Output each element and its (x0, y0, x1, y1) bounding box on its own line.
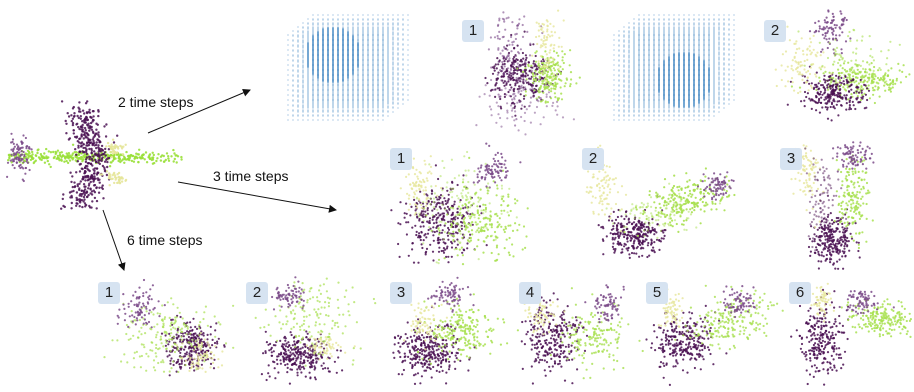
arrow-6-steps (102, 209, 126, 271)
row3-panel-4: 4 (517, 276, 657, 388)
voxel-grid-1 (278, 5, 428, 135)
row3-panel-3: 3 (388, 276, 528, 388)
row3-panel-2: 2 (244, 276, 384, 388)
row1-panel-2: 2 (762, 8, 912, 138)
voxel-grid-2 (604, 5, 754, 135)
row2-panel-2: 2 (578, 140, 753, 268)
label-2-time-steps: 2 time steps (118, 94, 194, 110)
step-badge: 1 (462, 20, 484, 42)
step-badge: 2 (582, 148, 604, 170)
step-badge: 1 (98, 282, 120, 304)
row2-panel-1: 1 (388, 140, 538, 268)
row3-panel-1: 1 (96, 276, 236, 388)
step-badge: 5 (646, 282, 668, 304)
label-3-time-steps: 3 time steps (213, 168, 289, 184)
label-6-time-steps: 6 time steps (127, 232, 203, 248)
step-badge: 3 (390, 282, 412, 304)
row3-panel-5: 5 (644, 276, 784, 388)
step-badge: 6 (789, 282, 811, 304)
arrow-2-steps (147, 89, 251, 134)
row3-panel-6: 6 (787, 276, 912, 388)
step-badge: 3 (780, 148, 802, 170)
step-badge: 2 (764, 20, 786, 42)
row1-panel-1: 1 (458, 8, 588, 138)
step-badge: 2 (246, 282, 268, 304)
arrow-3-steps (177, 181, 337, 213)
airplane-point-cloud (5, 100, 183, 210)
step-badge: 4 (519, 282, 541, 304)
row2-panel-3: 3 (778, 140, 910, 270)
step-badge: 1 (390, 148, 412, 170)
